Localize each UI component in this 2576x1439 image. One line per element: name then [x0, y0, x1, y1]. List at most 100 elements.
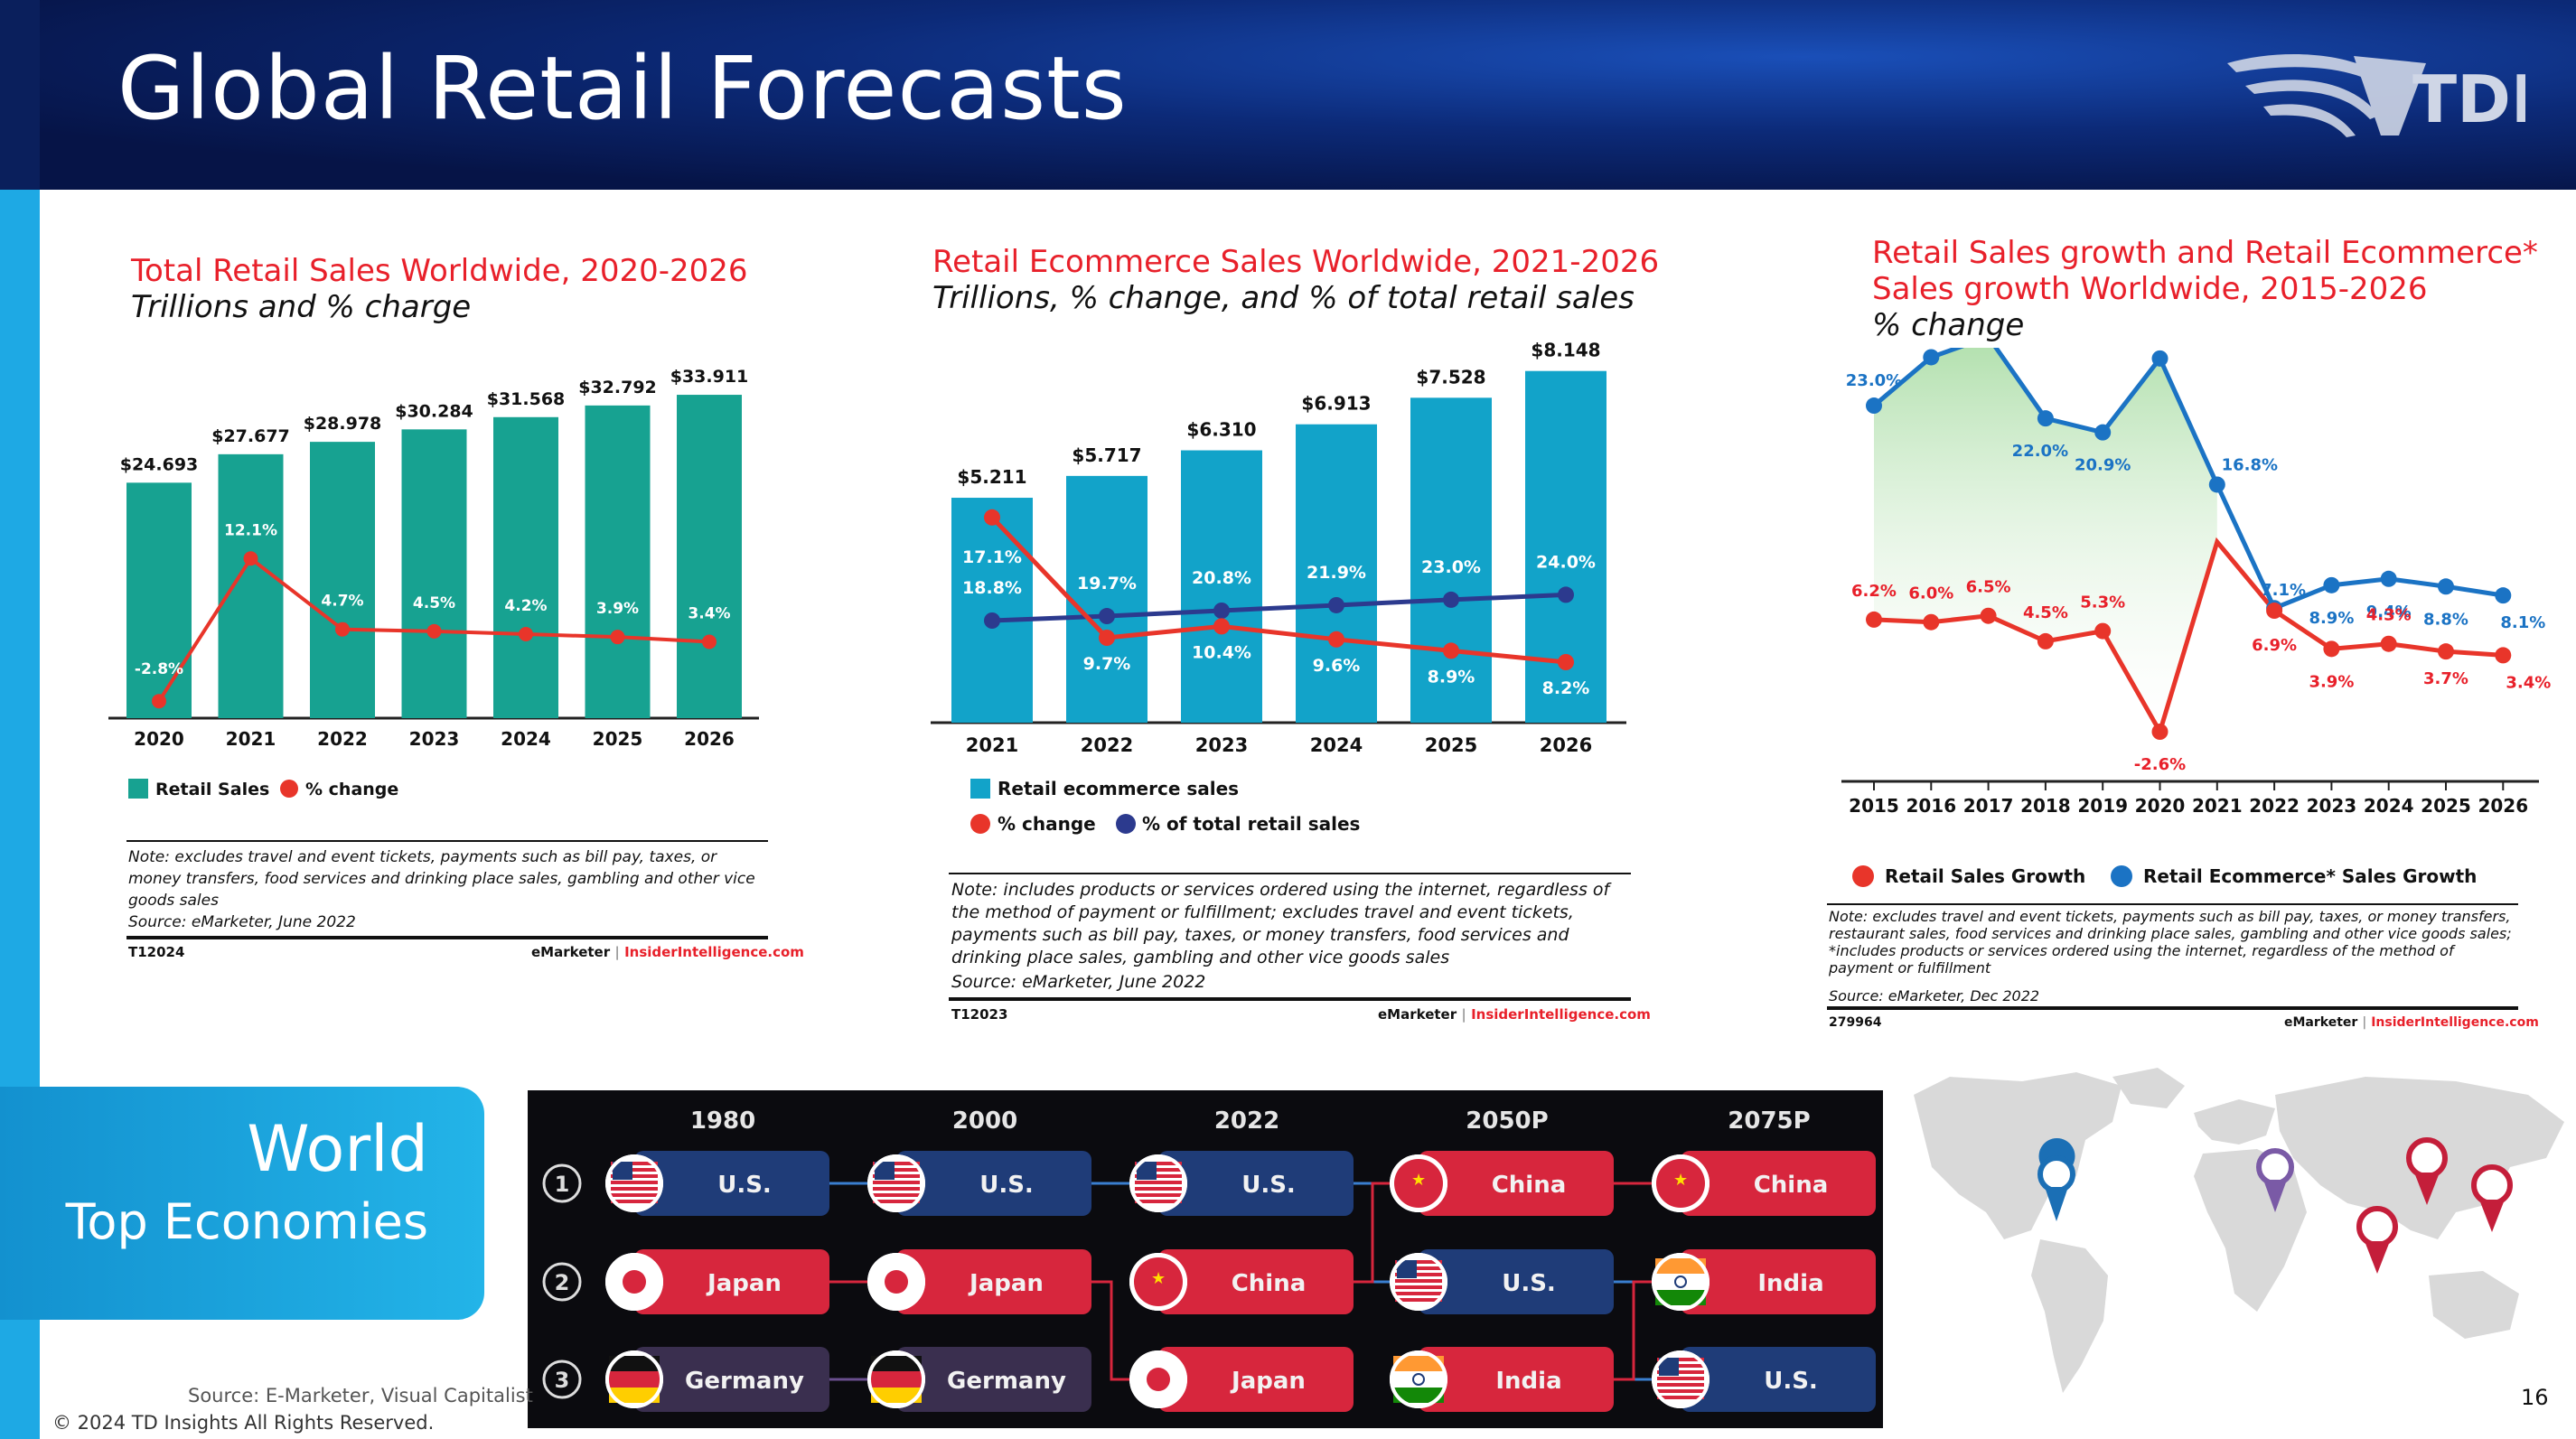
chart1-x-tick: 2020 [134, 728, 184, 750]
chart2-share-point [1328, 596, 1344, 613]
chart3-retail-label: 4.5% [2023, 603, 2068, 622]
chart1-bar-label: $31.568 [487, 389, 566, 409]
chart1-pct-label: 4.7% [321, 593, 363, 611]
flag-band-top [609, 1356, 660, 1371]
chart3-ecom-label: 8.8% [2423, 610, 2468, 629]
chart1-bar [310, 442, 375, 718]
chart2-brand: eMarketer | InsiderIntelligence.com [1378, 1006, 1651, 1023]
chart3-retail-label: 6.2% [1851, 582, 1897, 601]
chart3-ecom-point [2495, 587, 2512, 604]
chart2-bar-label: $6.913 [1301, 393, 1371, 415]
flag-in-icon [1652, 1253, 1710, 1311]
flag-band-top [1655, 1258, 1706, 1274]
chart2-bar [1066, 475, 1147, 723]
chart2-share-point [1213, 603, 1230, 619]
flag-band-top [871, 1356, 922, 1371]
map-pin-europe-icon [2256, 1148, 2294, 1212]
economies-country-box [896, 1151, 1091, 1216]
chart1-title: Total Retail Sales Worldwide, 2020-2026 [131, 253, 748, 289]
map-pin-central-asia-icon [2406, 1137, 2448, 1205]
map-pin-americas-icon [2037, 1138, 2075, 1221]
flag-border [1129, 1253, 1187, 1311]
chart3-retail-point [1923, 613, 1940, 631]
chart2-share-label: 23.0% [1421, 557, 1481, 577]
chart2-share-label: 19.7% [1077, 574, 1137, 593]
economies-rank-badge [542, 1360, 582, 1399]
chart3-retail-label: -2.6% [2134, 755, 2186, 774]
chart2-share-label: 18.8% [962, 578, 1022, 598]
chart2-pct-line [990, 516, 1567, 665]
tdi-logo: TDI [2227, 54, 2525, 137]
flag-stripe [1657, 1396, 1704, 1399]
chart2-share-point [1443, 591, 1459, 608]
flag-stripe [1395, 1285, 1442, 1289]
flag-band-mid [871, 1371, 922, 1388]
economies-country-box [1681, 1347, 1876, 1412]
flag-star: ★ [1411, 1171, 1426, 1190]
flag-stripe [873, 1162, 920, 1165]
flag-border [605, 1350, 663, 1408]
economies-connector [1614, 1280, 1653, 1381]
economies-country-label: China [1232, 1270, 1307, 1297]
flag-stripe [1135, 1200, 1182, 1203]
economies-country-box [896, 1249, 1091, 1314]
economies-country-label: China [1492, 1172, 1567, 1199]
page-number: 16 [2521, 1385, 2549, 1410]
flag-stripe [611, 1200, 658, 1203]
chart3-x-tick: 2016 [1906, 795, 1956, 817]
flag-stripe [1135, 1193, 1182, 1197]
chart2-bar [951, 498, 1033, 723]
flag-band-bottom [1393, 1388, 1444, 1403]
flag-stripe [1395, 1279, 1442, 1283]
flag-stripe [611, 1181, 658, 1184]
flag-stripe [611, 1162, 658, 1165]
chart1-bar-label: $28.978 [304, 414, 382, 434]
chart2-id: T12023 [951, 1006, 1008, 1023]
chart1-pct-label: 3.4% [688, 604, 730, 622]
chart2-pct-point [1099, 630, 1115, 646]
chart1-legend-swatch-bars [128, 779, 148, 799]
chart2-share-label: 21.9% [1307, 563, 1366, 583]
logo-swoosh-icon [2227, 54, 2426, 137]
economies-country-box [1681, 1151, 1876, 1216]
chart1-note-divider [126, 840, 768, 842]
economies-country-box [1419, 1151, 1614, 1216]
economies-country-box [1419, 1249, 1614, 1314]
world-card-line1: World [247, 1112, 428, 1186]
flag-stripe [1135, 1181, 1182, 1184]
flag-canton [1397, 1260, 1417, 1278]
flag-border [1390, 1253, 1447, 1311]
chart3-ecom-label: 20.9% [2075, 456, 2131, 475]
flag-border [1652, 1154, 1710, 1212]
economies-country-label: Germany [685, 1368, 804, 1395]
chart3-legend-swatch-retail [1852, 865, 1874, 887]
chart3-x-tick: 2015 [1849, 795, 1899, 817]
map-pin-south-asia-icon [2356, 1206, 2398, 1274]
header-banner [0, 0, 2576, 190]
chart1-bar [401, 429, 467, 718]
chart2-bar-label: $5.211 [957, 466, 1026, 488]
chart2-x-tick: 2021 [966, 734, 1018, 756]
chart1-legend-line: % change [305, 780, 398, 799]
economies-year-header: 1980 [690, 1107, 755, 1135]
economies-country-box [1158, 1151, 1354, 1216]
flag-jp-icon [867, 1253, 925, 1311]
world-card-line2: Top Economies [65, 1193, 428, 1250]
economies-connector [1354, 1182, 1391, 1284]
flag-canton [613, 1162, 632, 1180]
chart2-source: Source: eMarketer, June 2022 [951, 972, 1206, 992]
chart1-x-tick: 2026 [684, 728, 735, 750]
chart2-x-tick: 2024 [1310, 734, 1363, 756]
chart3-legend-swatch-ecom [2111, 865, 2132, 887]
economies-country-label: U.S. [717, 1172, 772, 1199]
chart1-bar-label: $30.284 [395, 401, 473, 421]
chart2-bar [1181, 450, 1262, 723]
flag-stripe [1657, 1377, 1704, 1380]
flag-stripe [873, 1168, 920, 1172]
chart1-pct-label: 3.9% [596, 600, 639, 618]
chart3-retail-label: 5.3% [2080, 593, 2125, 612]
logo-text: TDI [2412, 61, 2525, 137]
flag-stripe [1135, 1187, 1182, 1191]
slide-source: Source: E-Marketer, Visual Capitalist [188, 1385, 533, 1406]
flag-us-icon [867, 1154, 925, 1212]
